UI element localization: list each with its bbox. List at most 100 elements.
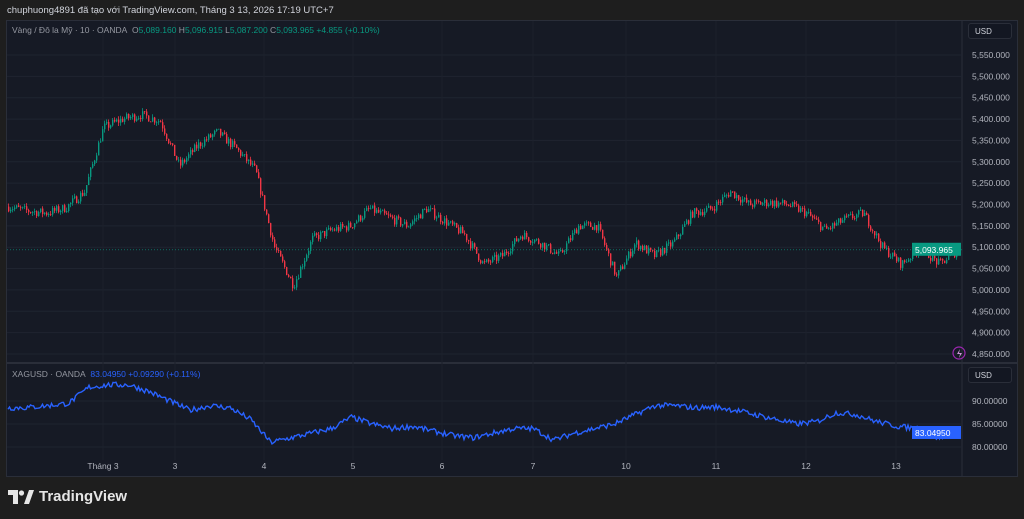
candle-body [284, 261, 286, 268]
candle-body [354, 223, 356, 228]
candle-body [36, 211, 38, 217]
candle-body [864, 213, 866, 217]
candle-body [342, 223, 344, 227]
silver-title: XAGUSD · OANDA [12, 369, 86, 379]
candle-body [702, 212, 704, 216]
candle-body [596, 225, 598, 231]
price-tick-label: 5,500.000 [972, 71, 1010, 81]
candle-body [946, 259, 948, 264]
candle-body [846, 215, 848, 217]
candle-body [536, 239, 538, 241]
candle-body [556, 252, 558, 254]
candle-body [306, 255, 308, 261]
candle-body [886, 247, 888, 249]
candle-body [214, 130, 216, 135]
candle-body [72, 198, 74, 203]
currency-button-gold[interactable]: USD [968, 23, 1012, 39]
candle-body [8, 206, 10, 212]
candle-body [392, 216, 394, 218]
candle-body [124, 118, 126, 122]
candle-body [310, 241, 312, 251]
candle-body [588, 222, 590, 224]
candle-body [46, 212, 48, 216]
candle-body [246, 154, 248, 162]
candle-body [136, 118, 138, 121]
candle-body [648, 247, 650, 254]
candle-body [424, 208, 426, 210]
candle-body [320, 232, 322, 240]
candle-body [28, 209, 30, 213]
candle-body [394, 217, 396, 225]
candle-body [162, 122, 164, 129]
time-tick-label: 7 [531, 461, 536, 471]
candle-body [818, 219, 820, 222]
candle-body [490, 261, 492, 263]
candle-body [430, 208, 432, 210]
candle-body [874, 231, 876, 236]
price-tick-label: 5,450.000 [972, 93, 1010, 103]
candle-body [328, 228, 330, 230]
candle-body [316, 233, 318, 235]
candle-body [936, 258, 938, 265]
candle-body [612, 261, 614, 266]
candle-body [140, 117, 142, 120]
candle-body [592, 227, 594, 230]
candle-body [282, 256, 284, 262]
candle-body [90, 167, 92, 177]
candle-body [418, 214, 420, 219]
candle-body [852, 214, 854, 219]
candle-body [526, 232, 528, 238]
candle-body [352, 227, 354, 229]
candle-body [478, 253, 480, 261]
candle-body [604, 238, 606, 245]
candle-body [356, 221, 358, 224]
candle-body [796, 204, 798, 206]
candle-body [938, 258, 940, 265]
candle-body [34, 211, 36, 213]
candle-body [720, 202, 722, 203]
candle-body [248, 159, 250, 162]
candle-body [32, 212, 34, 213]
price-tick-label: 4,900.000 [972, 328, 1010, 338]
candle-body [520, 236, 522, 239]
candle-body [100, 141, 102, 143]
candle-body [454, 223, 456, 225]
candle-body [152, 117, 154, 122]
candle-body [722, 196, 724, 203]
candle-body [88, 176, 90, 186]
candle-body [268, 214, 270, 224]
candle-body [776, 200, 778, 207]
candle-body [404, 221, 406, 225]
currency-button-silver[interactable]: USD [968, 367, 1012, 383]
candle-body [762, 203, 764, 205]
candle-body [14, 207, 16, 210]
candle-body [522, 236, 524, 240]
candle-body [102, 129, 104, 142]
candle-body [610, 253, 612, 266]
candle-body [516, 238, 518, 242]
candle-body [358, 215, 360, 222]
candle-body [360, 215, 362, 221]
candle-body [560, 250, 562, 252]
tradingview-logo: TradingView [8, 488, 127, 505]
candle-body [344, 226, 346, 228]
candle-body [178, 159, 180, 161]
candle-body [750, 200, 752, 206]
candle-body [376, 209, 378, 213]
candle-body [656, 250, 658, 258]
candle-body [60, 210, 62, 213]
silver-tick-label: 90.00000 [972, 396, 1008, 406]
candle-body [348, 222, 350, 231]
candle-body [260, 178, 262, 195]
candle-body [108, 121, 110, 128]
candle-body [884, 242, 886, 249]
candle-body [492, 256, 494, 263]
candle-body [70, 202, 72, 205]
candle-body [66, 211, 68, 213]
candle-body [622, 266, 624, 270]
candle-body [540, 243, 542, 248]
candle-body [504, 251, 506, 257]
candle-body [566, 243, 568, 252]
candle-body [22, 206, 24, 208]
